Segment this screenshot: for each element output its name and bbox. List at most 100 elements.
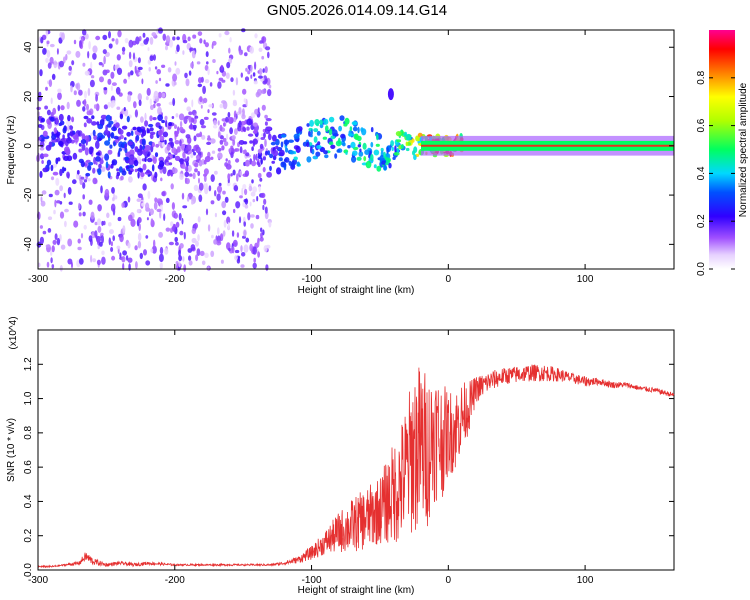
spectrogram-noise-point bbox=[245, 67, 248, 72]
spectrogram-noise-point bbox=[66, 50, 72, 55]
spectrogram-noise-point bbox=[138, 71, 142, 76]
spectrogram-noise-point bbox=[256, 239, 260, 248]
spectrogram-band-point bbox=[154, 152, 159, 158]
spectrogram-band-point bbox=[396, 139, 402, 143]
spectrogram-noise-point bbox=[208, 185, 212, 192]
spectrogram-band-point bbox=[219, 139, 224, 145]
spectrogram-noise-point bbox=[67, 258, 73, 265]
spectrogram-band-point bbox=[373, 149, 380, 156]
spectrogram-noise-point bbox=[246, 126, 250, 131]
spectrogram-noise-point bbox=[128, 60, 133, 68]
spectrogram-band-point bbox=[405, 147, 410, 152]
spectrogram-band-point bbox=[142, 163, 147, 171]
spectrogram-band-point bbox=[288, 139, 294, 143]
spectrogram-band-point bbox=[100, 114, 107, 120]
spectrogram-band-point bbox=[242, 141, 248, 145]
spectrogram-band-point bbox=[383, 151, 386, 159]
spectrogram-band-point bbox=[235, 148, 240, 152]
snr-x-label: Height of straight line (km) bbox=[298, 585, 415, 596]
spectrogram-noise-point bbox=[47, 228, 52, 233]
spectrogram-noise-point bbox=[235, 77, 239, 86]
spectrogram-noise-point bbox=[196, 248, 201, 256]
spectrogram-noise-point bbox=[216, 185, 223, 193]
spectrogram-noise-point bbox=[230, 173, 233, 177]
spectrogram-band-point bbox=[146, 127, 150, 134]
spectrogram-band-point bbox=[405, 133, 412, 141]
spectrogram-noise-point bbox=[210, 250, 215, 257]
spectrogram-noise-point bbox=[262, 80, 268, 85]
spectrogram-band-point bbox=[339, 115, 345, 121]
spectrogram-noise-point bbox=[249, 201, 252, 207]
spectrogram-band-point bbox=[182, 164, 186, 170]
spectrogram-noise-point bbox=[108, 43, 113, 49]
spectrogram-noise-point bbox=[262, 229, 265, 236]
spectrogram-noise-point bbox=[182, 256, 185, 262]
spectrogram-band-point bbox=[128, 170, 133, 175]
spectrogram-band-point bbox=[137, 167, 143, 172]
spectrogram-noise-point bbox=[87, 87, 91, 97]
spectrogram-band-point bbox=[247, 133, 254, 137]
spectrogram-band-point bbox=[67, 114, 71, 122]
spectrogram-noise-point bbox=[220, 259, 224, 264]
spectrogram-band-point bbox=[319, 119, 324, 126]
spectrogram-noise-point bbox=[231, 246, 235, 254]
spectrogram-noise-point bbox=[78, 202, 81, 210]
snr-y-tick-label: 0.6 bbox=[23, 460, 34, 474]
spectrogram-noise-point bbox=[122, 225, 126, 234]
spectrogram-band-point bbox=[129, 154, 135, 160]
spectrogram-band-point bbox=[80, 160, 85, 168]
spectrogram-noise-point bbox=[217, 120, 220, 126]
spectrogram-band-point bbox=[252, 122, 258, 127]
spectrogram-band-point bbox=[188, 124, 195, 130]
spectrogram-noise-point bbox=[261, 104, 266, 111]
spectrogram-noise-point bbox=[243, 244, 249, 253]
spectrogram-noise-point bbox=[79, 40, 82, 49]
spectrogram-noise-point bbox=[241, 113, 246, 120]
spectrogram-band-point bbox=[152, 117, 157, 121]
spectrogram-noise-point bbox=[258, 185, 261, 193]
spectrogram-band-point bbox=[195, 155, 200, 160]
spectrogram-band-point bbox=[359, 148, 362, 153]
colorbar-ticks: 0.0 0.2 0.4 0.6 0.8 bbox=[696, 70, 735, 276]
spectrogram-band-point bbox=[357, 126, 360, 134]
spectrogram-band-point bbox=[46, 159, 52, 166]
spectrogram-band-point bbox=[85, 159, 91, 163]
spectrogram-noise-point bbox=[211, 102, 214, 109]
spectrogram-noise-point bbox=[197, 83, 203, 88]
spectrogram-noise-point bbox=[198, 182, 204, 191]
spectrogram-band-point bbox=[168, 122, 173, 126]
spectrogram-band-point bbox=[242, 149, 247, 154]
spectrogram-noise-point bbox=[145, 260, 151, 266]
spectrogram-band-point bbox=[272, 150, 279, 157]
spectrogram-noise-point bbox=[264, 114, 268, 119]
spectrogram-noise-point bbox=[158, 231, 164, 238]
spectrogram-noise-point bbox=[258, 47, 263, 52]
spectrogram-band-point bbox=[316, 131, 321, 136]
spectrogram-band-point bbox=[280, 141, 284, 148]
spectrogram-band-point bbox=[137, 149, 143, 156]
spectrogram-noise-point bbox=[73, 90, 77, 96]
spectrogram-noise-point bbox=[100, 232, 104, 237]
spectrogram-band-point bbox=[148, 151, 151, 156]
spectrogram-noise-point bbox=[216, 193, 221, 201]
spectrogram-noise-point bbox=[39, 147, 45, 151]
spectrogram-band-point bbox=[203, 116, 209, 120]
spectrogram-noise-point bbox=[82, 106, 86, 112]
snr-multiplier: (x10^4) bbox=[8, 316, 19, 349]
spectrogram-noise-point bbox=[161, 191, 166, 197]
spectrogram-band-point bbox=[129, 149, 135, 157]
spectrogram-band-point bbox=[330, 144, 336, 149]
spectrogram-noise-point bbox=[158, 253, 164, 263]
colorbar-tick-label: 0.0 bbox=[696, 262, 707, 276]
spectrogram-band-point bbox=[225, 158, 228, 162]
spectrogram-noise-point bbox=[226, 181, 231, 187]
colorbar-tick-label: 0.2 bbox=[696, 214, 707, 228]
spectrogram-noise-point bbox=[56, 237, 61, 246]
spectrogram-band-point bbox=[59, 168, 63, 177]
spectrogram-noise-point bbox=[261, 55, 265, 60]
spectrogram-noise-point bbox=[128, 263, 131, 271]
spectrogram-band-point bbox=[55, 117, 59, 125]
colorbar-tick-label: 0.6 bbox=[696, 118, 707, 132]
spectrogram-band-point bbox=[234, 128, 238, 136]
spectrogram-noise-point bbox=[155, 80, 158, 84]
